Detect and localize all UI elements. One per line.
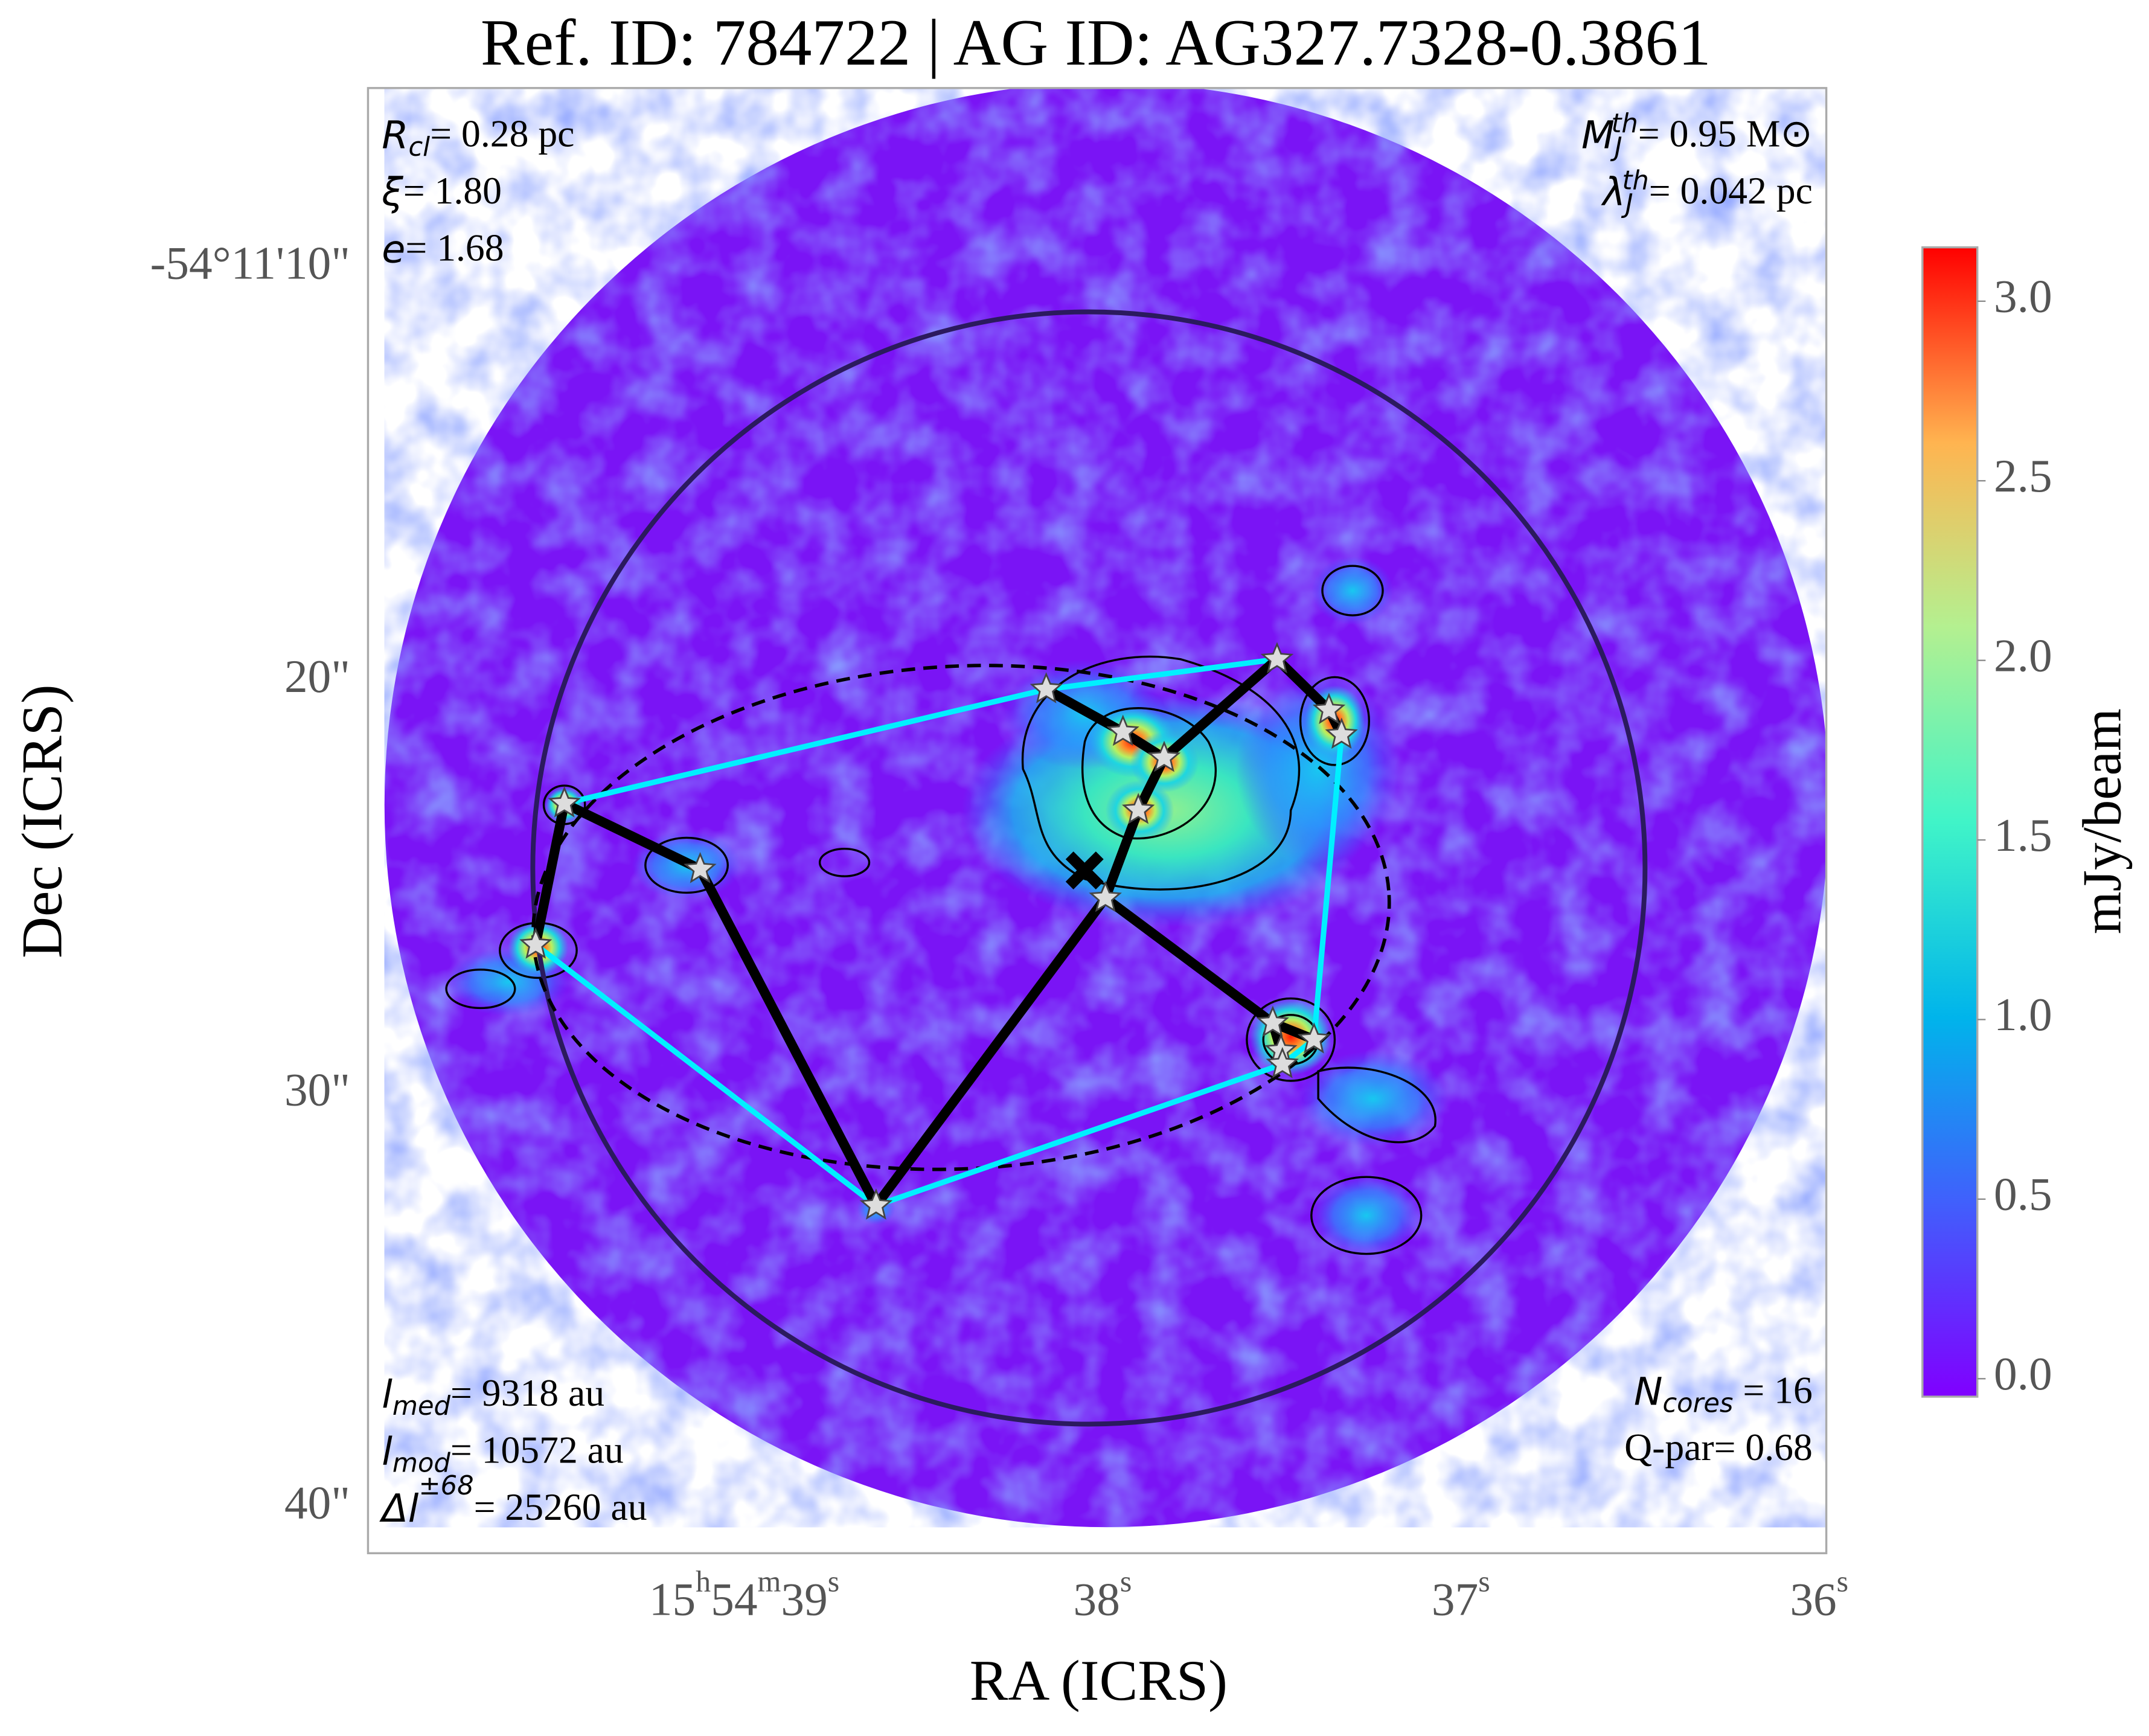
core (1297, 1022, 1331, 1054)
colorbar-tick-label: 2.5 (1994, 450, 2052, 502)
annotation-symbol: R (382, 113, 408, 158)
mst-edge (1041, 684, 1128, 737)
annotation-sup: ±68 (418, 1471, 473, 1501)
core (1260, 642, 1294, 673)
core (1256, 1005, 1289, 1037)
annotation-text: = 16 (1733, 1368, 1812, 1411)
annotation: Δl±68= 25260 au (379, 1471, 647, 1531)
annotation-text: = 0.28 pc (430, 112, 574, 155)
annotation: MJth= 0.95 M⊙ (1581, 109, 1813, 162)
annotation-symbol: l (382, 1429, 392, 1474)
annotation-symbol: λ (1601, 170, 1625, 215)
mst-edge (695, 864, 881, 1211)
annotation: λJth= 0.042 pc (1601, 165, 1813, 219)
mst-edge (1159, 654, 1282, 763)
annotation: Ncores = 16 (1634, 1368, 1813, 1418)
annotation-sub: mod (392, 1448, 450, 1478)
y-tick-label: 30" (284, 1063, 350, 1115)
hull-edge (534, 943, 878, 1208)
colorbar-tick-label: 2.0 (1994, 629, 2052, 681)
x-tick-label: 37s (1432, 1565, 1490, 1625)
annotation-symbol: Δl (379, 1486, 419, 1531)
annotation-sup: th (1611, 109, 1638, 139)
hull-edge (1046, 656, 1278, 693)
mst-edge (1100, 893, 1278, 1028)
core (519, 927, 552, 959)
annotation-sub: med (392, 1391, 451, 1421)
mst-edge (1100, 805, 1144, 903)
core (1030, 672, 1063, 703)
core (1089, 880, 1122, 912)
x-axis-label: RA (ICRS) (970, 1648, 1228, 1712)
colorbar-tick-label: 0.5 (1994, 1168, 2052, 1220)
core (1325, 717, 1358, 749)
x-tick-label: 15h54m39s (649, 1565, 839, 1625)
annotation-symbol: e (382, 227, 405, 272)
annotation-text: = 9318 au (450, 1371, 604, 1414)
y-axis-label: Dec (ICRS) (10, 684, 74, 958)
y-tick-label: 20" (284, 650, 350, 702)
network (519, 642, 1358, 1220)
annotation: lmed= 9318 au (382, 1371, 604, 1421)
core (1312, 693, 1346, 725)
mst-edge (871, 893, 1110, 1211)
y-tick-label: -54°11'10" (150, 237, 350, 289)
chart-title: Ref. ID: 784722 | AG ID: AG327.7328-0.38… (481, 6, 1711, 79)
annotation-symbol: N (1634, 1369, 1663, 1414)
annotation: Q-par= 0.68 (1624, 1425, 1813, 1468)
hull-edge (563, 687, 1047, 807)
annotation-symbol: l (382, 1372, 392, 1417)
annotation-sub: cl (408, 132, 430, 162)
annotation: lmod= 10572 au (382, 1428, 624, 1478)
colorbar-tick-label: 0.0 (1994, 1348, 2052, 1400)
hull-edge (1311, 734, 1345, 1040)
core (548, 786, 581, 818)
colorbar-tick-label: 3.0 (1994, 271, 2052, 322)
centroid-marker (1065, 851, 1104, 889)
annotation-sub: cores (1662, 1388, 1733, 1418)
annotation-text: = 10572 au (450, 1428, 624, 1471)
core (859, 1188, 893, 1220)
mst-edge (531, 798, 569, 950)
contours (445, 565, 1436, 1255)
annotation-text: = 0.042 pc (1649, 169, 1813, 212)
core (1147, 740, 1181, 772)
annotation-symbol: M (1581, 113, 1615, 158)
x-tick-label: 38s (1074, 1565, 1132, 1625)
annotation: Rcl= 0.28 pc (382, 112, 574, 162)
annotation: ξ= 1.80 (381, 169, 502, 215)
core (1106, 714, 1139, 746)
annotation-text: = 0.95 M⊙ (1638, 112, 1813, 155)
hull-edge (875, 1062, 1284, 1208)
annotation-sup: th (1622, 165, 1648, 196)
colorbar-label: mJy/beam (2072, 708, 2133, 934)
colorbar-tick-label: 1.5 (1994, 809, 2052, 861)
map (385, 88, 1827, 1527)
annotation-text: = 1.68 (405, 226, 504, 269)
cloud-circle (530, 309, 1648, 1427)
core (1121, 792, 1155, 824)
annotation-text: = 1.80 (403, 169, 502, 212)
colorbar-tick-label: 1.0 (1994, 988, 2052, 1040)
annotation-symbol: ξ (381, 170, 403, 215)
core (1266, 1046, 1299, 1078)
y-tick-label: 40" (284, 1477, 350, 1529)
x-tick-label: 36s (1790, 1565, 1848, 1625)
annotation-text: Q-par= 0.68 (1624, 1425, 1813, 1468)
mst-edge (559, 798, 705, 874)
colorbar (1921, 246, 1979, 1398)
core (684, 851, 717, 883)
annotation: e= 1.68 (382, 226, 504, 272)
annotation-text: = 25260 au (474, 1485, 647, 1528)
plot-frame (367, 87, 1828, 1554)
